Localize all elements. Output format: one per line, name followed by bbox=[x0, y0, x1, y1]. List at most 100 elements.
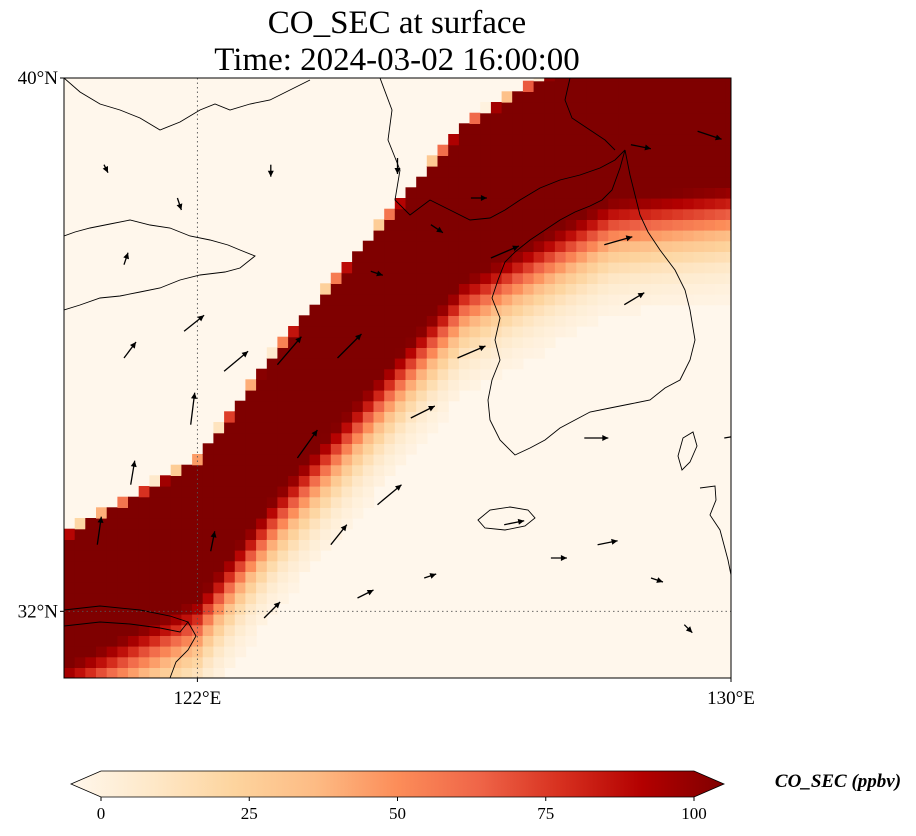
field-cell bbox=[362, 262, 375, 274]
field-cell bbox=[437, 358, 449, 370]
field-cell bbox=[597, 294, 609, 306]
field-cell bbox=[405, 251, 417, 263]
wind-arrow-head bbox=[395, 484, 402, 491]
liaodong-coastline bbox=[64, 78, 311, 131]
field-cell bbox=[202, 571, 214, 583]
wind-arrow-head bbox=[625, 235, 633, 242]
field-cell bbox=[416, 294, 428, 306]
field-cell bbox=[373, 283, 385, 295]
field-cell bbox=[544, 326, 556, 338]
field-cell bbox=[160, 539, 172, 551]
field-cell bbox=[458, 208, 471, 220]
field-cell bbox=[384, 390, 396, 402]
field-cell bbox=[266, 379, 279, 391]
field-cell bbox=[640, 283, 652, 295]
field-cell bbox=[256, 518, 268, 530]
field-cell bbox=[725, 91, 731, 103]
field-cell bbox=[117, 624, 129, 636]
field-cell bbox=[288, 432, 300, 444]
field-cell bbox=[405, 336, 417, 348]
field-cell bbox=[554, 134, 567, 146]
field-cell bbox=[437, 411, 449, 423]
field-cell bbox=[352, 390, 364, 402]
field-cell bbox=[277, 582, 289, 594]
field-cell bbox=[74, 539, 86, 551]
field-cell bbox=[117, 592, 129, 604]
field-cell bbox=[576, 123, 588, 135]
field-cell bbox=[128, 550, 140, 562]
field-cell bbox=[394, 336, 407, 348]
wind-arrow bbox=[102, 164, 109, 173]
field-cell bbox=[469, 176, 481, 188]
field-cell bbox=[362, 272, 375, 284]
field-cell bbox=[330, 400, 343, 412]
field-cell bbox=[170, 603, 182, 615]
field-cell bbox=[192, 656, 204, 668]
field-cell bbox=[117, 496, 129, 508]
field-cell bbox=[704, 144, 716, 156]
field-cell bbox=[128, 592, 140, 604]
field-cell bbox=[501, 240, 513, 252]
wind-arrow-head bbox=[637, 292, 645, 299]
wind-arrow-head bbox=[176, 203, 183, 210]
field-cell bbox=[426, 347, 439, 359]
field-cell bbox=[437, 336, 449, 348]
wind-arrow bbox=[263, 601, 281, 619]
field-cell bbox=[256, 379, 268, 391]
field-cell bbox=[320, 400, 332, 412]
field-cell bbox=[320, 390, 332, 402]
field-cell bbox=[586, 102, 599, 114]
field-cell bbox=[384, 208, 396, 220]
field-cell bbox=[64, 624, 76, 636]
field-cell bbox=[683, 294, 695, 306]
field-cell bbox=[256, 400, 268, 412]
field-cell bbox=[213, 571, 225, 583]
field-cell bbox=[362, 454, 375, 466]
colorbar-tick-label: 50 bbox=[389, 804, 406, 823]
field-cell bbox=[437, 272, 449, 284]
field-cell bbox=[405, 187, 417, 199]
field-cell bbox=[362, 347, 375, 359]
field-cell bbox=[405, 230, 417, 242]
field-cell bbox=[469, 347, 481, 359]
field-cell bbox=[96, 646, 108, 658]
field-cell bbox=[490, 294, 503, 306]
field-cell bbox=[138, 518, 150, 530]
field-cell bbox=[693, 112, 705, 124]
field-cell bbox=[586, 240, 599, 252]
field-cell bbox=[330, 475, 343, 487]
field-cell bbox=[480, 347, 492, 359]
field-cell bbox=[341, 422, 353, 434]
field-cell bbox=[96, 539, 108, 551]
field-cell bbox=[288, 390, 300, 402]
field-cell bbox=[117, 656, 129, 668]
field-cell bbox=[544, 123, 556, 135]
field-cell bbox=[224, 475, 236, 487]
field-cell bbox=[704, 123, 716, 135]
field-cell bbox=[533, 80, 545, 92]
field-cell bbox=[651, 166, 663, 178]
field-cell bbox=[501, 230, 513, 242]
field-cell bbox=[416, 230, 428, 242]
field-cell bbox=[437, 304, 449, 316]
wind-arrow bbox=[223, 350, 249, 372]
field-cell bbox=[522, 240, 535, 252]
map-panel[interactable] bbox=[64, 70, 748, 679]
field-cell bbox=[416, 411, 428, 423]
field-cell bbox=[597, 272, 609, 284]
field-cell bbox=[224, 539, 236, 551]
field-cell bbox=[597, 166, 609, 178]
field-cell bbox=[277, 454, 289, 466]
field-cell bbox=[138, 550, 150, 562]
field-cell bbox=[394, 208, 407, 220]
field-cell bbox=[245, 496, 257, 508]
field-cell bbox=[138, 646, 150, 658]
field-cell bbox=[533, 262, 545, 274]
field-cell bbox=[330, 336, 343, 348]
field-cell bbox=[458, 368, 471, 380]
field-cell bbox=[234, 432, 247, 444]
field-cell bbox=[554, 304, 567, 316]
field-cell bbox=[469, 230, 481, 242]
field-cell bbox=[576, 155, 588, 167]
field-cell bbox=[608, 187, 620, 199]
